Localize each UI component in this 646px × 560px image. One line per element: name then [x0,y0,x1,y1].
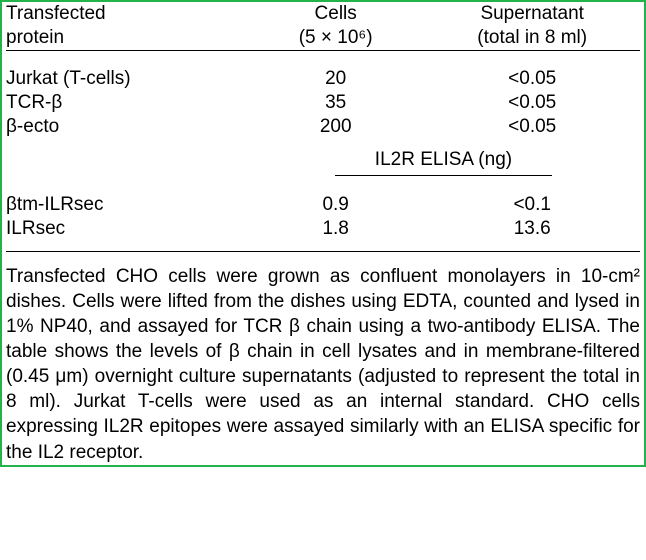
row-cells: 1.8 [247,217,425,241]
hdr-right-2: (total in 8 ml) [424,26,640,51]
hdr-mid-2: (5 × 10⁶) [247,26,425,51]
subheader-row: IL2R ELISA (ng) [6,139,640,177]
row-label: ILRsec [6,217,247,241]
row-sup: <0.1 [424,193,640,217]
row-sup: <0.05 [424,115,640,139]
header-row-1: Transfected Cells Supernatant [6,2,640,26]
header-row-2: protein (5 × 10⁶) (total in 8 ml) [6,26,640,51]
table-row: ILRsec 1.8 13.6 [6,217,640,241]
table-row: TCR-β 35 <0.05 [6,91,640,115]
table-row: Jurkat (T-cells) 20 <0.05 [6,67,640,91]
row-sup: <0.05 [424,91,640,115]
table-figure: Transfected Cells Supernatant protein (5… [0,0,646,467]
row-label: TCR-β [6,91,247,115]
table-row: β-ecto 200 <0.05 [6,115,640,139]
table-row: βtm-ILRsec 0.9 <0.1 [6,193,640,217]
hdr-left-1: Transfected [6,2,247,26]
table-caption: Transfected CHO cells were grown as conf… [6,264,640,465]
hdr-left-2: protein [6,26,247,51]
row-label: Jurkat (T-cells) [6,67,247,91]
row-cells: 0.9 [247,193,425,217]
row-cells: 20 [247,67,425,91]
row-cells: 200 [247,115,425,139]
hdr-right-1: Supernatant [424,2,640,26]
row-label: β-ecto [6,115,247,139]
row-cells: 35 [247,91,425,115]
hdr-mid-1: Cells [247,2,425,26]
row-sup: 13.6 [424,217,640,241]
bottom-rule [6,252,640,257]
row-label: βtm-ILRsec [6,193,247,217]
subheader-label: IL2R ELISA (ng) [335,149,552,176]
data-table: Transfected Cells Supernatant protein (5… [6,2,640,256]
row-sup: <0.05 [424,67,640,91]
